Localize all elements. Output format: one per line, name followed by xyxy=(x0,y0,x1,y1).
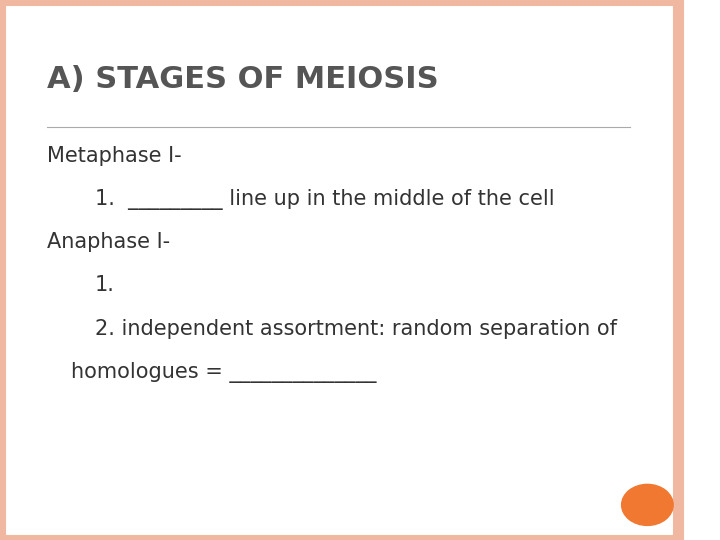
Text: A) STAGES OF MEIOSIS: A) STAGES OF MEIOSIS xyxy=(48,65,439,94)
Text: 1.: 1. xyxy=(95,275,114,295)
Text: homologues = ______________: homologues = ______________ xyxy=(71,362,377,383)
Text: 1.  _________ line up in the middle of the cell: 1. _________ line up in the middle of th… xyxy=(95,189,554,210)
Text: 2. independent assortment: random separation of: 2. independent assortment: random separa… xyxy=(95,319,617,339)
Text: Metaphase I-: Metaphase I- xyxy=(48,146,182,166)
Circle shape xyxy=(621,484,673,525)
Text: Anaphase I-: Anaphase I- xyxy=(48,232,171,252)
